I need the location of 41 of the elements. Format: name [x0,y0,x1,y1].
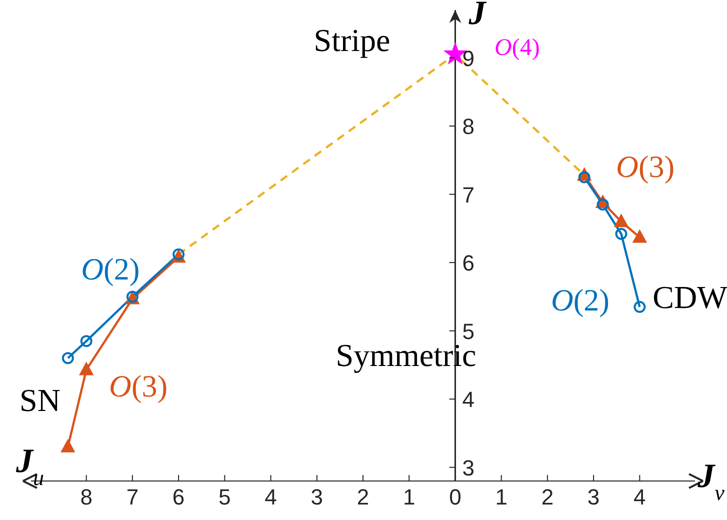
y-tick-label: 6 [462,250,474,276]
point [80,335,92,348]
x-tick-label: 4 [634,484,646,510]
x-tick-label: 3 [587,484,600,510]
x-tick-label: 3 [310,484,324,510]
x-tick-label: 4 [264,484,277,510]
x-tick-label: 8 [80,484,92,510]
point [596,198,609,211]
point [60,439,75,452]
y-tick-label: 4 [462,387,474,412]
x-tick-label: 2 [541,484,554,510]
x-axis-title: J$_{v}$ [696,458,725,506]
point [172,248,185,260]
point [634,300,646,313]
series-label: O(2) [550,282,610,318]
series-label: O(3) [616,149,675,184]
point [614,214,628,228]
y-tick-label: 3 [462,455,474,480]
x-tick-label: 6 [172,484,185,510]
x-tick-label: 7 [126,484,139,510]
x-tick-label: 5 [218,484,231,510]
series-label: O(4) [494,34,540,61]
annotation: CDW [652,279,727,315]
series-label: O(3) [109,368,168,404]
y-tick-label: 5 [462,318,474,344]
annotation: SN [20,382,60,418]
point [615,228,628,240]
x-tick-label: 1 [495,484,508,510]
y-tick-label: 8 [462,114,474,140]
point [632,230,647,243]
point [62,352,74,364]
y-tick-label: 7 [462,182,474,208]
series-label: O(2) [81,252,140,287]
y-axis-title: J [468,0,487,32]
x-tick-label: 2 [356,484,370,510]
annotation: Stripe [314,22,390,58]
point [578,171,590,184]
x-tick-label: 1 [402,484,416,510]
x-tick-label: 0 [449,484,462,510]
y-tick-label: 9 [462,46,474,71]
point [79,362,94,376]
